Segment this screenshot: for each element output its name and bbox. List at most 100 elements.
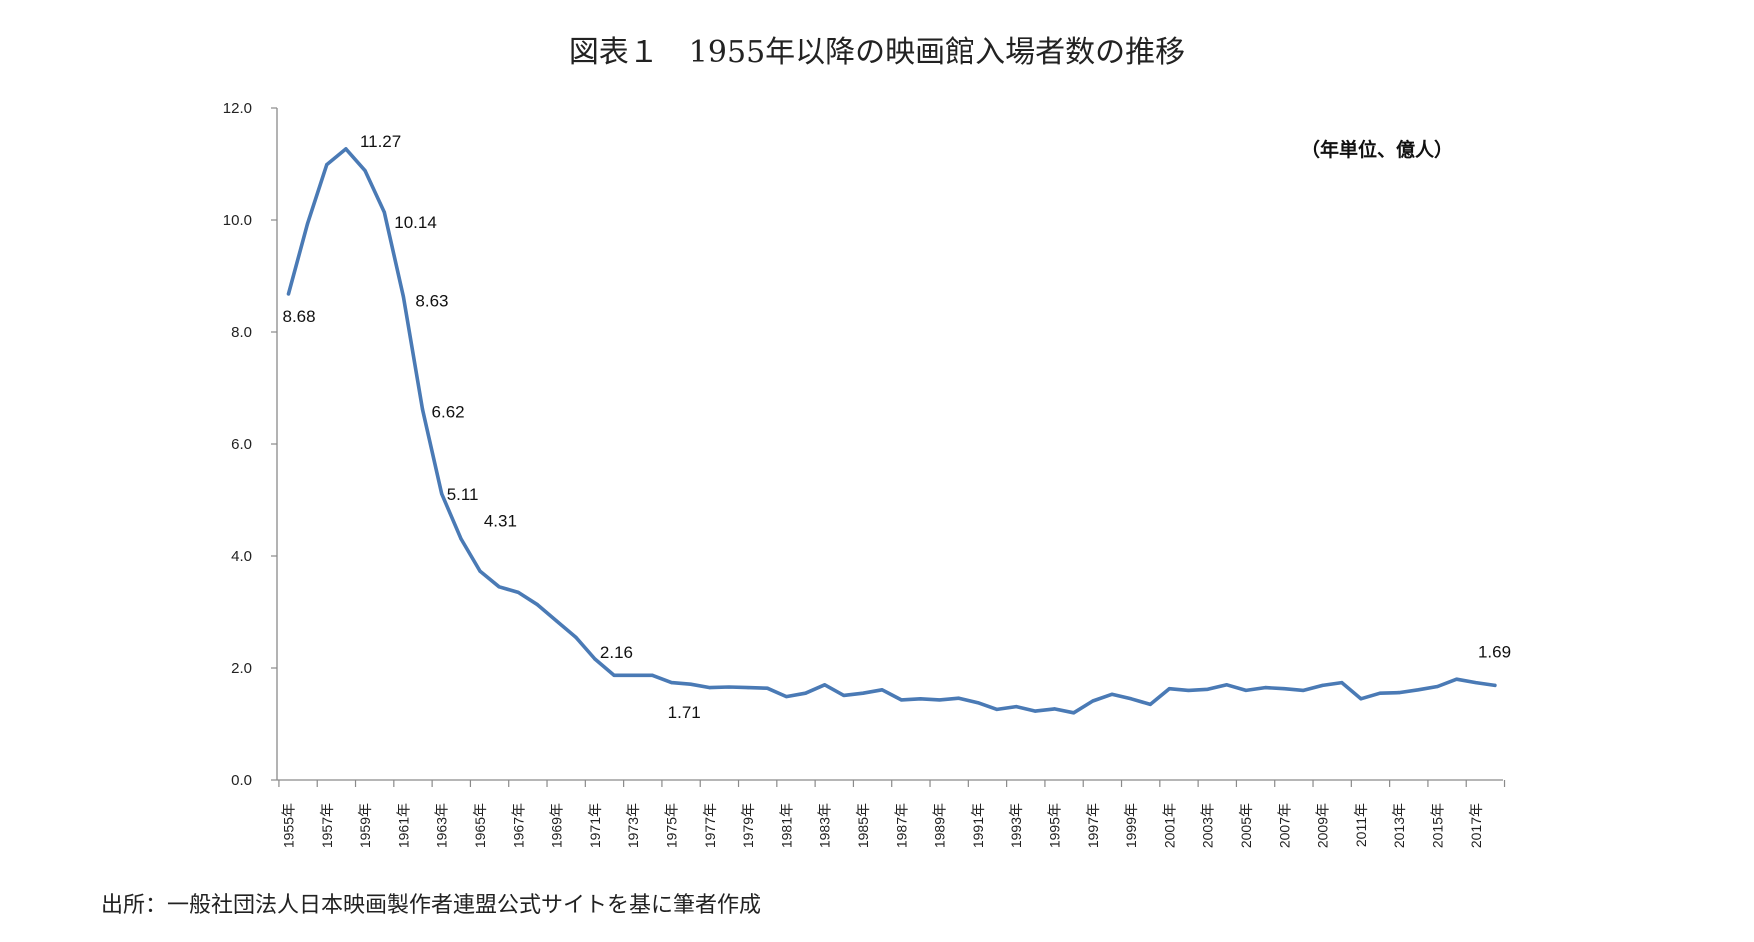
data-point: [1416, 688, 1420, 692]
data-point: [1129, 697, 1133, 701]
x-tick-label: 1979年: [740, 803, 756, 848]
data-point: [1225, 683, 1229, 687]
data-label: 6.62: [432, 402, 465, 421]
y-tick-label: 12.0: [223, 100, 252, 117]
x-tick-label: 2013年: [1391, 803, 1407, 848]
data-point: [861, 691, 865, 695]
data-label: 5.11: [447, 485, 479, 504]
data-point: [765, 686, 769, 690]
x-tick-label: 1957年: [319, 803, 335, 848]
data-label: 4.31: [484, 512, 517, 531]
data-point: [995, 707, 999, 712]
y-tick-label: 0.0: [231, 772, 252, 789]
y-tick-label: 10.0: [223, 212, 252, 229]
data-point: [1340, 680, 1344, 685]
x-tick-label: 1955年: [281, 803, 297, 848]
x-tick-label: 1959年: [357, 803, 373, 848]
data-point: [459, 537, 463, 541]
data-point: [1493, 683, 1497, 687]
data-point: [516, 590, 520, 595]
data-point: [727, 685, 731, 689]
data-point: [286, 292, 291, 296]
data-point: [1435, 684, 1440, 689]
data-point: [1301, 688, 1306, 693]
data-point: [1378, 691, 1382, 695]
x-tick-label: 1999年: [1123, 803, 1139, 848]
data-point: [1474, 680, 1478, 685]
x-tick-label: 2015年: [1430, 803, 1446, 848]
data-point: [478, 569, 482, 573]
data-point: [401, 295, 405, 299]
data-point: [669, 680, 674, 685]
x-tick-label: 1991年: [970, 803, 986, 848]
data-point: [1244, 688, 1248, 693]
data-point: [382, 210, 386, 214]
x-tick-label: 2011年: [1353, 803, 1369, 847]
data-label: 2.16: [600, 643, 633, 662]
data-point: [1091, 699, 1095, 703]
data-point: [574, 635, 578, 639]
data-point: [555, 619, 559, 623]
data-label: 10.14: [394, 213, 437, 232]
data-point: [1397, 691, 1401, 695]
data-point: [1206, 687, 1210, 691]
data-point: [842, 693, 846, 698]
x-tick-label: 1967年: [510, 803, 526, 848]
x-tick-label: 1993年: [1008, 803, 1024, 848]
x-tick-label: 1981年: [778, 803, 794, 848]
chart-axes: 0.0 2.0 4.0 6.0 8.0 10.0 12.0 1955年 1957年 1959年 19…: [223, 100, 1506, 848]
data-point: [1321, 683, 1325, 687]
data-point: [976, 701, 980, 705]
x-tick-label: 1989年: [932, 803, 948, 848]
source-note: 出所：一般社団法人日本映画製作者連盟公式サイトを基に筆者作成: [101, 893, 761, 918]
x-tick-label: 1995年: [1047, 803, 1063, 848]
data-point: [1455, 677, 1459, 681]
x-tick-label: 1997年: [1085, 803, 1101, 848]
data-point: [957, 696, 961, 700]
x-tick-label: 2005年: [1238, 803, 1254, 848]
data-point: [650, 673, 654, 677]
x-tick-label: 1969年: [549, 803, 565, 848]
data-point: [325, 162, 329, 167]
x-tick-label: 2017年: [1468, 803, 1484, 848]
chart-title: 図表１ 1955年以降の映画館入場者数の推移: [569, 35, 1185, 70]
x-tick-label: 2009年: [1315, 803, 1331, 848]
data-point: [823, 683, 827, 687]
y-tick-label: 4.0: [231, 548, 252, 565]
data-point: [938, 698, 942, 702]
x-tick-label: 1987年: [893, 803, 909, 848]
series-layer: [286, 147, 1497, 715]
data-point: [899, 698, 903, 702]
data-label: 1.69: [1478, 642, 1511, 661]
data-point: [784, 694, 789, 699]
data-point: [631, 673, 635, 677]
data-point: [1148, 702, 1152, 707]
data-point: [1186, 688, 1191, 693]
data-point: [1014, 705, 1018, 709]
y-tick-label: 6.0: [231, 436, 252, 453]
data-point: [1033, 709, 1037, 713]
data-point: [497, 585, 501, 589]
data-point: [803, 691, 808, 695]
data-point: [1263, 686, 1267, 690]
data-point: [1359, 697, 1363, 701]
x-tick-label: 1963年: [434, 803, 450, 848]
data-point: [440, 492, 444, 496]
data-point: [593, 657, 597, 661]
data-point: [306, 221, 310, 225]
data-point: [708, 686, 712, 690]
data-point: [363, 169, 367, 173]
y-tick-label: 2.0: [231, 660, 252, 677]
data-point: [918, 697, 923, 701]
data-point: [746, 686, 750, 690]
x-tick-label: 2003年: [1200, 803, 1216, 848]
data-point: [1167, 687, 1171, 691]
data-point: [1282, 687, 1286, 691]
data-point: [1052, 707, 1057, 711]
x-tick-label: 1965年: [472, 803, 488, 848]
x-tick-label: 1973年: [625, 803, 641, 848]
series-line: [286, 147, 1497, 715]
x-tick-label: 1977年: [702, 803, 718, 848]
x-tick-label: 1971年: [587, 803, 603, 848]
